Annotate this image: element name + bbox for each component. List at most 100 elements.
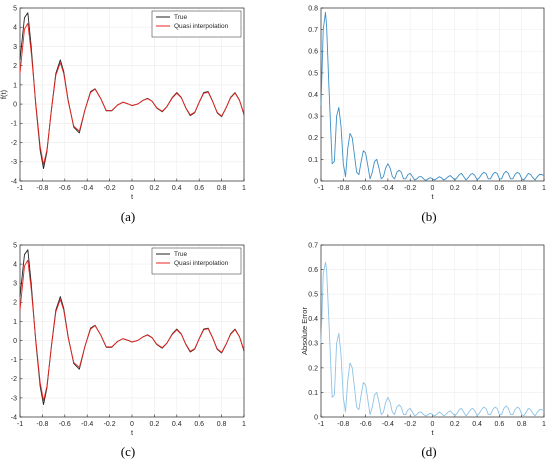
x-tick-label: 1 xyxy=(542,185,546,192)
y-tick-label: -3 xyxy=(11,159,17,166)
x-axis-label: t xyxy=(131,192,134,201)
y-tick-label: 0.5 xyxy=(308,70,318,77)
legend-label: Quasi interpolation xyxy=(174,260,229,267)
y-tick-label: -3 xyxy=(11,395,17,402)
x-tick-label: 0.2 xyxy=(150,185,160,192)
y-tick-label: 0.3 xyxy=(308,114,318,121)
y-axis-label: f(t) xyxy=(0,89,8,99)
x-tick-label: -1 xyxy=(318,421,324,428)
y-tick-label: 2 xyxy=(13,300,17,307)
legend-label: Quasi interpolation xyxy=(174,23,229,30)
y-tick-label: 5 xyxy=(13,242,17,249)
panel-caption: (c) xyxy=(121,444,135,459)
y-tick-label: -4 xyxy=(11,178,17,185)
panel-caption: (d) xyxy=(421,444,436,459)
y-tick-label: 4 xyxy=(13,262,17,269)
x-tick-label: 0 xyxy=(431,421,435,428)
series-line-absolute-error xyxy=(320,11,545,181)
legend-label: True xyxy=(174,14,188,21)
y-axis-label: Absolute Error xyxy=(300,307,309,355)
x-tick-label: 0 xyxy=(130,185,134,192)
chart-d: -1 -0.8 -0.6 -0.4 -0.2 0 0.2 0.4 0.6 0.8 1 0 0.1 0.2 0… xyxy=(300,242,546,459)
y-tick-label: 0.6 xyxy=(308,267,318,274)
y-tick-label: -2 xyxy=(11,140,17,147)
series-line-quasi-interpolation xyxy=(19,259,245,402)
x-tick-label: -0.2 xyxy=(404,421,416,428)
x-axis-label: t xyxy=(431,192,434,201)
y-tick-label: 0.6 xyxy=(308,49,318,56)
y-tick-label: 0.2 xyxy=(308,365,318,372)
series-line-quasi-interpolation xyxy=(19,22,245,166)
y-tick-label: 0.5 xyxy=(308,292,318,299)
x-tick-label: 0.8 xyxy=(517,421,527,428)
x-tick-label: -0.2 xyxy=(404,185,416,192)
y-tick-label: 0 xyxy=(314,414,318,421)
y-tick-label: -4 xyxy=(11,414,17,421)
y-tick-label: 4 xyxy=(13,25,17,32)
y-tick-label: 0.4 xyxy=(308,316,318,323)
x-tick-label: 0.2 xyxy=(150,421,160,428)
x-tick-label: -0.8 xyxy=(36,185,48,192)
x-tick-label: -0.6 xyxy=(59,421,71,428)
x-tick-label: 0.6 xyxy=(194,185,204,192)
y-tick-label: 3 xyxy=(13,281,17,288)
y-tick-label: 0.4 xyxy=(308,92,318,99)
x-tick-label: -0.6 xyxy=(360,185,372,192)
x-tick-label: -0.4 xyxy=(382,185,394,192)
y-tick-label: 1 xyxy=(13,82,17,89)
x-tick-label: 0.8 xyxy=(217,421,227,428)
y-tick-label: 0.8 xyxy=(308,5,318,12)
x-tick-label: 1 xyxy=(542,421,546,428)
x-tick-label: 0.6 xyxy=(194,421,204,428)
x-tick-label: 0 xyxy=(431,185,435,192)
y-tick-label: 0 xyxy=(13,338,17,345)
x-axis-label: t xyxy=(131,428,134,437)
x-tick-label: 0.8 xyxy=(217,185,227,192)
x-tick-label: 0 xyxy=(130,421,134,428)
x-tick-label: 0.4 xyxy=(172,421,182,428)
series-line-absolute-error xyxy=(320,261,545,417)
y-tick-label: 1 xyxy=(13,319,17,326)
panel-caption: (a) xyxy=(121,209,135,224)
y-tick-label: 0.1 xyxy=(308,157,318,164)
y-tick-label: 0.7 xyxy=(308,242,318,249)
x-tick-label: -1 xyxy=(17,421,23,428)
x-tick-label: 1 xyxy=(242,421,246,428)
y-tick-label: 5 xyxy=(13,5,17,12)
x-axis-label: t xyxy=(431,428,434,437)
x-tick-label: 0.8 xyxy=(517,185,527,192)
x-tick-label: -1 xyxy=(17,185,23,192)
x-tick-label: -0.6 xyxy=(59,185,71,192)
chart-c: -1 -0.8 -0.6 -0.4 -0.2 0 0.2 0.4 0.6 0.8 1 -4 -3 -2 -1… xyxy=(11,242,246,459)
chart-b: -1 -0.8 -0.6 -0.4 -0.2 0 0.2 0.4 0.6 0.8 1 0 0.1 0.2 0… xyxy=(308,5,546,224)
legend-label: True xyxy=(174,251,188,258)
x-tick-label: -0.6 xyxy=(360,421,372,428)
panel-caption: (b) xyxy=(421,209,436,224)
y-tick-label: -2 xyxy=(11,376,17,383)
x-tick-label: -0.8 xyxy=(36,421,48,428)
y-tick-label: 0.1 xyxy=(308,390,318,397)
x-tick-label: -0.8 xyxy=(337,185,349,192)
legend-box xyxy=(151,10,242,38)
y-tick-label: 0.3 xyxy=(308,341,318,348)
x-tick-label: 1 xyxy=(242,185,246,192)
x-tick-label: -0.4 xyxy=(81,185,93,192)
x-tick-label: 0.6 xyxy=(495,421,505,428)
x-tick-label: -0.2 xyxy=(104,421,116,428)
x-tick-label: 0.2 xyxy=(450,185,460,192)
x-tick-label: 0.2 xyxy=(450,421,460,428)
x-tick-label: -0.8 xyxy=(337,421,349,428)
chart-a: -1 -0.8 -0.6 -0.4 -0.2 0 0.2 0.4 0.6 0.8 1 -4 -3 -2 -1… xyxy=(0,5,246,224)
x-tick-label: -0.2 xyxy=(104,185,116,192)
y-tick-label: -1 xyxy=(11,121,17,128)
y-tick-label: 2 xyxy=(13,63,17,70)
x-tick-label: -1 xyxy=(318,185,324,192)
y-tick-label: 0.7 xyxy=(308,27,318,34)
x-tick-label: -0.4 xyxy=(81,421,93,428)
y-tick-label: 0 xyxy=(13,102,17,109)
x-tick-label: 0.4 xyxy=(472,185,482,192)
legend-box xyxy=(151,247,242,275)
y-tick-label: 0 xyxy=(314,178,318,185)
x-tick-label: 0.6 xyxy=(495,185,505,192)
